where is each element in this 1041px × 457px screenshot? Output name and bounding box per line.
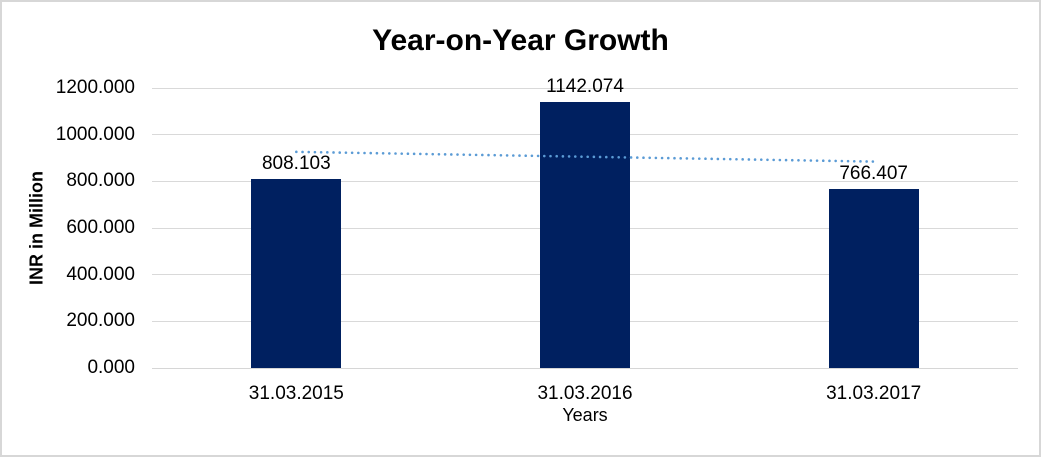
- bar: [540, 101, 630, 368]
- y-tick-label: 800.000: [66, 170, 135, 192]
- x-tick-label: 31.03.2017: [826, 383, 922, 404]
- x-axis-title: Years: [562, 405, 608, 425]
- y-tick-label: 1000.000: [55, 123, 135, 145]
- plot-area: 808.103 1142.074 766.407: [152, 76, 1018, 369]
- bar-value-label: 808.103: [261, 153, 331, 175]
- bar-value-label: 1142.074: [546, 75, 624, 97]
- chart-title: Year-on-Year Growth: [372, 24, 669, 57]
- x-tick-label: 31.03.2016: [537, 383, 633, 404]
- y-tick-label: 0.000: [87, 357, 135, 378]
- y-tick-label: 200.000: [66, 310, 135, 332]
- gridline: [152, 87, 1018, 89]
- bar: [251, 179, 342, 368]
- y-tick-label: 1200.000: [55, 77, 135, 98]
- bar-value-label: 766.407: [839, 163, 908, 185]
- y-tick-label: 600.000: [66, 217, 135, 238]
- x-tick-label: 31.03.2015: [248, 383, 344, 404]
- bar: [828, 189, 919, 368]
- y-tick-label: 400.000: [66, 263, 135, 285]
- x-axis-line: [152, 367, 1018, 369]
